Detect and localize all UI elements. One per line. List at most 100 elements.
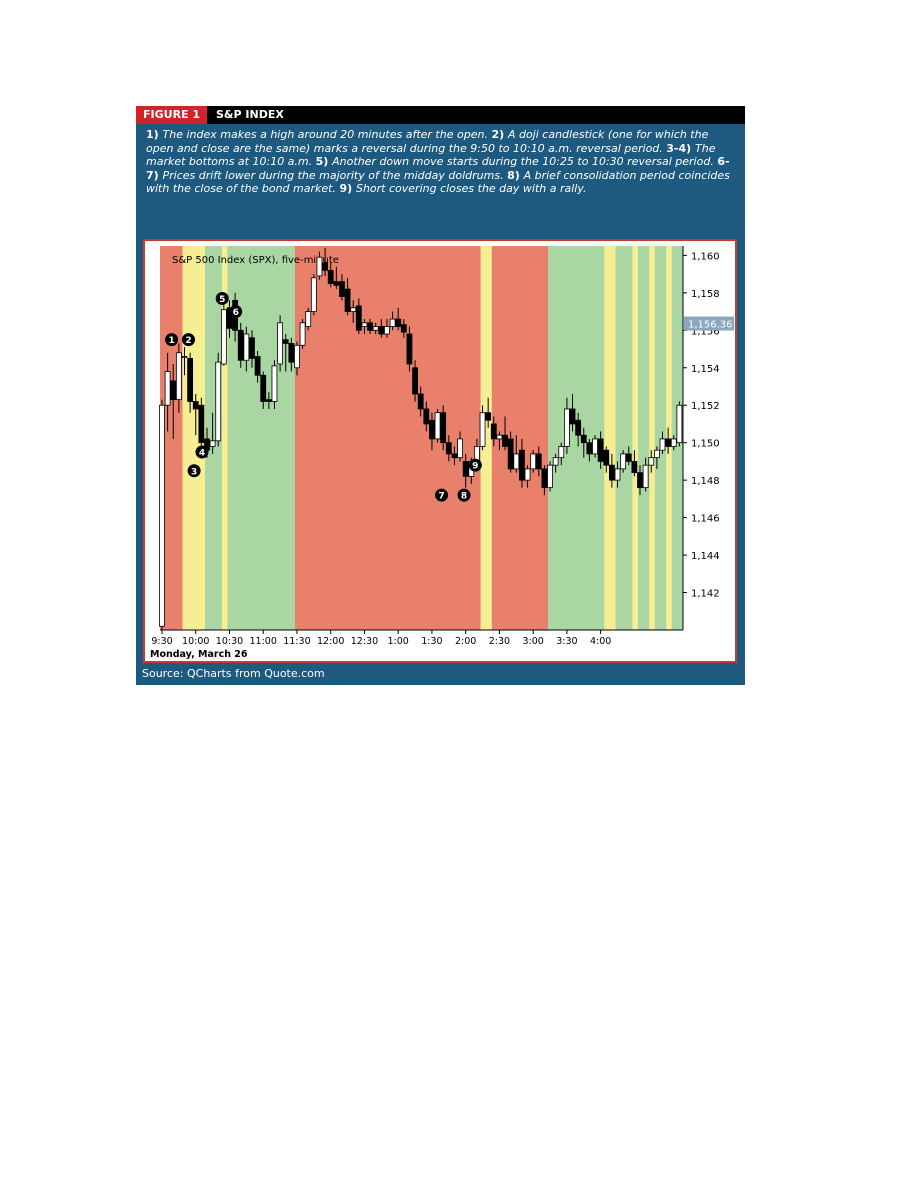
- candle-down: [322, 262, 328, 271]
- candle-up: [243, 333, 250, 361]
- candle-down: [429, 419, 435, 440]
- candle-down: [288, 343, 295, 363]
- figure-title: S&P INDEX: [216, 108, 284, 121]
- candle-down: [355, 305, 362, 331]
- zone-yellow: [649, 246, 656, 630]
- marker-circle: [457, 488, 471, 502]
- candle-down: [580, 434, 587, 444]
- candle-up: [434, 412, 441, 440]
- candle-up: [592, 438, 598, 455]
- marker-circle: [181, 333, 195, 347]
- candle-down: [451, 453, 458, 459]
- candle-down: [541, 468, 548, 489]
- x-tick-label: 2:30: [489, 636, 510, 647]
- x-tick-label: 1:00: [388, 636, 409, 647]
- candle-down: [400, 324, 407, 333]
- y-tick-label: 1,142: [691, 589, 720, 600]
- candle-down: [282, 339, 289, 344]
- date-label: Monday, March 26: [150, 649, 248, 660]
- caption-number: 6-7): [146, 155, 730, 182]
- caption-text: A doji candlestick (one for which the op…: [146, 128, 709, 155]
- candle-up: [361, 322, 368, 327]
- candle-down: [395, 318, 402, 327]
- candle-down: [344, 288, 351, 312]
- candle-down: [462, 461, 469, 477]
- x-tick-label: 3:00: [522, 636, 543, 647]
- candle-up: [181, 356, 188, 358]
- candle-up: [614, 468, 621, 481]
- caption-number: 9): [339, 182, 356, 195]
- candle-up: [642, 464, 649, 489]
- candle-up: [299, 322, 306, 346]
- candle-up: [305, 311, 312, 327]
- candle-down: [440, 412, 447, 444]
- candle-down: [597, 438, 604, 462]
- caption-number: 1): [146, 128, 163, 141]
- candle-up: [547, 464, 553, 489]
- candle-up: [552, 457, 559, 466]
- marker-circle: [435, 488, 449, 502]
- marker-circle: [187, 464, 201, 478]
- source-note: Source: QCharts from Quote.com: [142, 667, 325, 680]
- x-tick-label: 12:00: [317, 636, 344, 647]
- candle-up: [316, 256, 323, 277]
- y-tick-label: 1,152: [691, 401, 720, 412]
- y-tick-label: 1,156: [691, 326, 720, 337]
- zone-yellow: [666, 246, 673, 630]
- caption-number: 3-4): [666, 141, 696, 155]
- candle-up: [175, 352, 182, 400]
- candle-up: [372, 326, 379, 331]
- figure-panel: FIGURE 1 S&P INDEX 1) The index makes a …: [136, 106, 745, 685]
- candle-down: [445, 442, 452, 455]
- candle-down: [575, 419, 582, 436]
- marker-label: 3: [191, 467, 197, 477]
- figure-header: FIGURE 1 S&P INDEX: [136, 106, 745, 124]
- candle-up: [294, 344, 300, 369]
- caption-number: 5): [315, 155, 333, 168]
- marker-label: 4: [199, 449, 205, 459]
- candle-down: [265, 399, 272, 402]
- candle-up: [220, 309, 227, 365]
- candle-up: [164, 371, 171, 406]
- marker-label: 1: [168, 336, 174, 346]
- last-price-box: [684, 316, 734, 331]
- candle-up: [648, 457, 655, 466]
- y-tick-label: 1,146: [691, 514, 720, 525]
- candle-down: [519, 449, 525, 481]
- x-tick-label: 9:30: [151, 636, 172, 647]
- candle-down: [586, 442, 593, 455]
- candle-down: [502, 434, 508, 447]
- x-tick-label: 3:30: [556, 636, 577, 647]
- candle-up: [215, 361, 222, 442]
- candle-down: [490, 423, 497, 440]
- marker-label: 8: [461, 492, 467, 502]
- candle-down: [406, 333, 413, 365]
- x-tick-label: 1:30: [421, 636, 442, 647]
- candle-down: [625, 453, 632, 462]
- marker-label: 9: [472, 462, 478, 472]
- candle-up: [209, 440, 216, 447]
- y-tick-label: 1,158: [691, 289, 720, 300]
- marker-label: 7: [438, 492, 444, 502]
- candle-down: [367, 322, 373, 331]
- figure-tag: FIGURE 1: [136, 106, 208, 124]
- candle-up: [620, 453, 627, 470]
- candle-up: [513, 453, 520, 470]
- candle-up: [271, 365, 278, 402]
- candle-up: [676, 404, 683, 444]
- candle-up: [558, 446, 565, 459]
- caption-text: The market bottoms at 10:10 a.m.: [146, 141, 716, 169]
- candle-down: [192, 401, 199, 410]
- zone-red: [294, 246, 481, 630]
- candle-down: [187, 357, 194, 402]
- zone-yellow: [604, 246, 616, 630]
- caption-text: The index makes a high around 20 minutes…: [162, 128, 492, 141]
- y-tick-label: 1,148: [691, 476, 720, 487]
- marker-circle: [468, 458, 482, 472]
- y-tick-label: 1,144: [691, 551, 720, 562]
- marker-circle: [215, 291, 229, 305]
- zone-green: [654, 246, 667, 630]
- candle-down: [412, 367, 418, 395]
- candle-up: [530, 453, 537, 470]
- candle-up: [277, 322, 283, 365]
